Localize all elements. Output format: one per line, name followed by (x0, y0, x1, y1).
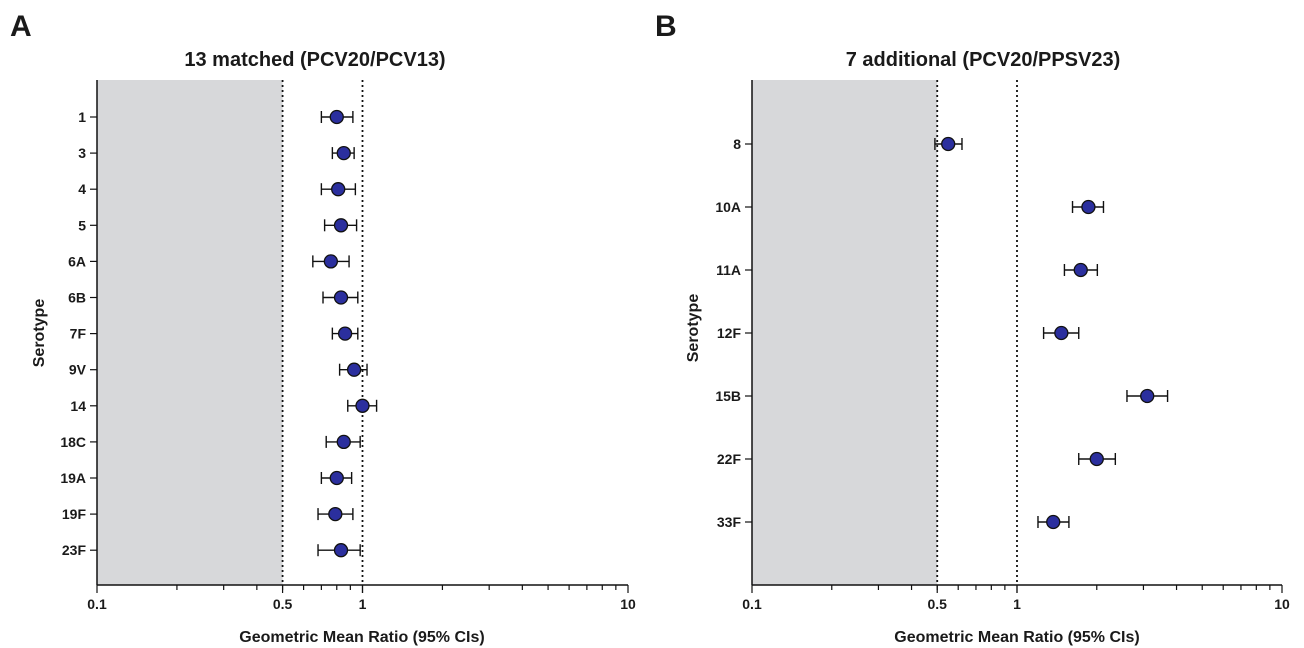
panel-a-gmr-point (346, 362, 362, 377)
panel-b-letter: B (655, 10, 677, 43)
panel-a-serotype-label: 23F (62, 542, 87, 558)
panel-b-gmr-point (1054, 325, 1069, 341)
panel-a-serotype-label: 4 (78, 181, 86, 197)
panel-a-x-tick-label: 0.1 (87, 596, 107, 612)
panel-b-shaded-region (752, 80, 938, 585)
panel-a-title: 13 matched (PCV20/PCV13) (184, 49, 445, 71)
panel-b-gmr-point (941, 136, 956, 152)
panel-a-gmr-point (333, 290, 349, 305)
panel-a-gmr-point (336, 434, 351, 450)
panel-a-chart: A 13 matched (PCV20/PCV13) Serotype Geom… (10, 10, 636, 646)
panel-a-gmr-point (329, 109, 344, 125)
panel-b-x-tick-label: 1 (1013, 596, 1021, 612)
panel-a-gmr-point (331, 182, 346, 197)
panel-b-x-tick-label: 0.1 (742, 596, 762, 612)
panel-a-serotype-label: 9V (69, 362, 87, 378)
panel-b-gmr-point (1081, 199, 1096, 215)
panel-a-gmr-point (333, 543, 349, 558)
panel-a-gmr-point (355, 398, 370, 413)
panel-a-serotype-label: 1 (78, 109, 86, 125)
panel-a-gmr-point (329, 470, 344, 486)
panel-b-serotype-label: 12F (717, 325, 742, 341)
panel-b-x-tick-label: 0.5 (927, 596, 947, 612)
panel-b-gmr-point (1073, 262, 1088, 278)
panel-b-gmr-point (1046, 514, 1061, 530)
panel-a-letter: A (10, 10, 32, 43)
panel-a-gmr-point (336, 145, 351, 161)
panel-a-y-axis-label: Serotype (31, 299, 48, 368)
panel-b-serotype-label: 10A (715, 199, 741, 215)
panel-a-serotype-label: 6A (68, 253, 86, 269)
panel-a-serotype-label: 14 (70, 398, 86, 414)
panel-a-x-tick-label: 1 (359, 596, 367, 612)
panel-b-gmr-point (1089, 451, 1104, 467)
panel-b-serotype-label: 22F (717, 451, 742, 467)
panel-b-gmr-point (1140, 388, 1155, 404)
panel-b-chart: B 7 additional (PCV20/PPSV23) Serotype G… (655, 10, 1290, 646)
panel-a-gmr-point (333, 218, 349, 233)
panel-a-serotype-label: 3 (78, 145, 86, 161)
panel-a-serotype-label: 19F (62, 506, 87, 522)
panel-b-x-tick-label: 10 (1274, 596, 1290, 612)
panel-b-serotype-label: 33F (717, 514, 742, 530)
panel-a-shaded-region (97, 80, 283, 585)
panel-a-serotype-label: 6B (68, 290, 86, 306)
panel-a-x-tick-label: 10 (620, 596, 636, 612)
panel-b-title: 7 additional (PCV20/PPSV23) (846, 49, 1121, 71)
panel-a-gmr-point (328, 506, 343, 522)
panel-a-x-axis-label: Geometric Mean Ratio (95% CIs) (239, 629, 484, 646)
panel-a-x-tick-label: 0.5 (273, 596, 293, 612)
panel-a-serotype-label: 18C (60, 434, 86, 450)
panel-b-serotype-label: 11A (716, 262, 741, 278)
panel-b-serotype-label: 15B (715, 388, 741, 404)
panel-a-serotype-label: 7F (70, 326, 87, 342)
panel-b-serotype-label: 8 (733, 136, 741, 152)
panel-b-y-axis-label: Serotype (685, 294, 702, 363)
panel-a-serotype-label: 5 (78, 217, 86, 233)
panel-a-serotype-label: 19A (60, 470, 86, 486)
panel-b-x-axis-label: Geometric Mean Ratio (95% CIs) (894, 629, 1139, 646)
panel-a-gmr-point (337, 326, 353, 341)
panel-a-gmr-point (323, 254, 339, 269)
